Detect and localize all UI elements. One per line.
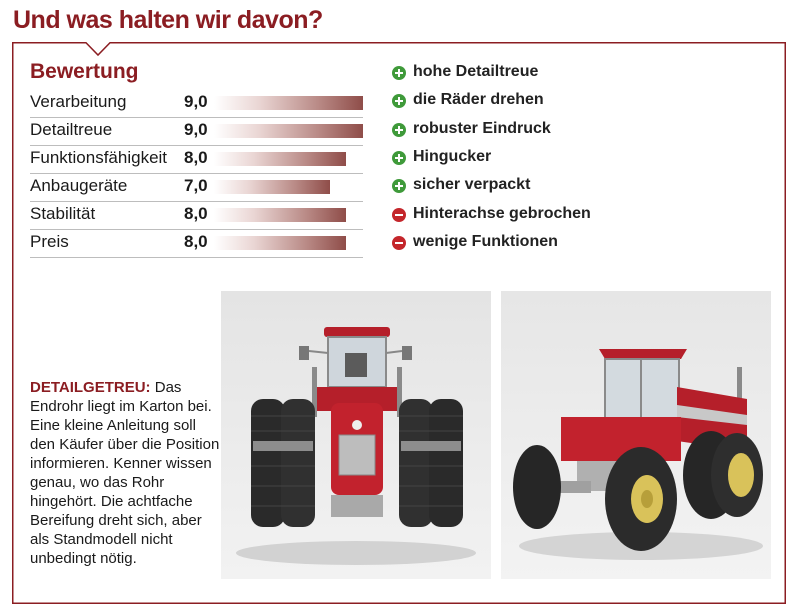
photo-credit bbox=[789, 340, 799, 470]
rating-label: Funktionsfähigkeit bbox=[30, 148, 168, 167]
article-frame bbox=[12, 42, 786, 604]
rating-value: 9,0 bbox=[184, 92, 208, 111]
rating-value: 8,0 bbox=[184, 204, 208, 223]
plus-circle-icon bbox=[392, 94, 406, 108]
minus-circle-icon bbox=[392, 208, 406, 222]
plus-circle-icon bbox=[392, 123, 406, 137]
rating-row: Detailtreue 9,0 bbox=[30, 117, 363, 146]
rating-bar bbox=[214, 96, 363, 110]
rating-value: 9,0 bbox=[184, 120, 208, 139]
plus-circle-icon bbox=[392, 151, 406, 165]
rating-bar bbox=[214, 152, 346, 166]
photo-caption: DETAILGETREU: Das Endrohr liegt im Karto… bbox=[30, 378, 220, 568]
rating-row: Stabilität 8,0 bbox=[30, 201, 363, 230]
pro-con-text: Hinterachse gebrochen bbox=[413, 205, 591, 222]
pro-con-text: die Räder drehen bbox=[413, 91, 544, 108]
tractor-side-photo bbox=[501, 291, 771, 579]
plus-circle-icon bbox=[392, 179, 406, 193]
rating-label: Verarbeitung bbox=[30, 92, 127, 111]
rating-bar bbox=[214, 208, 346, 222]
rating-label: Preis bbox=[30, 232, 69, 251]
rating-value: 8,0 bbox=[184, 148, 208, 167]
plus-circle-icon bbox=[392, 66, 406, 80]
frame-border bbox=[12, 42, 786, 604]
rating-value: 7,0 bbox=[184, 176, 208, 195]
pro-con-text: wenige Funktionen bbox=[413, 233, 558, 250]
rating-label: Anbaugeräte bbox=[30, 176, 128, 195]
rating-row: Preis 8,0 bbox=[30, 229, 363, 258]
minus-circle-icon bbox=[392, 236, 406, 250]
pro-con-text: robuster Eindruck bbox=[413, 120, 551, 137]
rating-label: Stabilität bbox=[30, 204, 96, 223]
rating-value: 8,0 bbox=[184, 232, 208, 251]
rating-bar bbox=[214, 124, 363, 138]
rating-row: Verarbeitung 9,0 bbox=[30, 89, 363, 118]
caption-highlight: DETAILGETREU: bbox=[30, 379, 151, 396]
rating-row: Anbaugeräte 7,0 bbox=[30, 173, 363, 202]
rating-label: Detailtreue bbox=[30, 120, 113, 139]
rating-row: Funktionsfähigkeit 8,0 bbox=[30, 145, 363, 174]
pro-con-text: Hingucker bbox=[413, 148, 492, 165]
pro-con-text: sicher verpackt bbox=[413, 176, 531, 193]
tractor-front-photo bbox=[221, 291, 491, 579]
pro-con-text: hohe Detailtreue bbox=[413, 63, 539, 80]
headline: Und was halten wir davon? bbox=[13, 6, 323, 34]
caption-text: Das Endrohr liegt im Karton bei. Eine kl… bbox=[30, 379, 220, 567]
rating-bar bbox=[214, 236, 346, 250]
rating-title: Bewertung bbox=[30, 60, 139, 83]
rating-bar bbox=[214, 180, 330, 194]
